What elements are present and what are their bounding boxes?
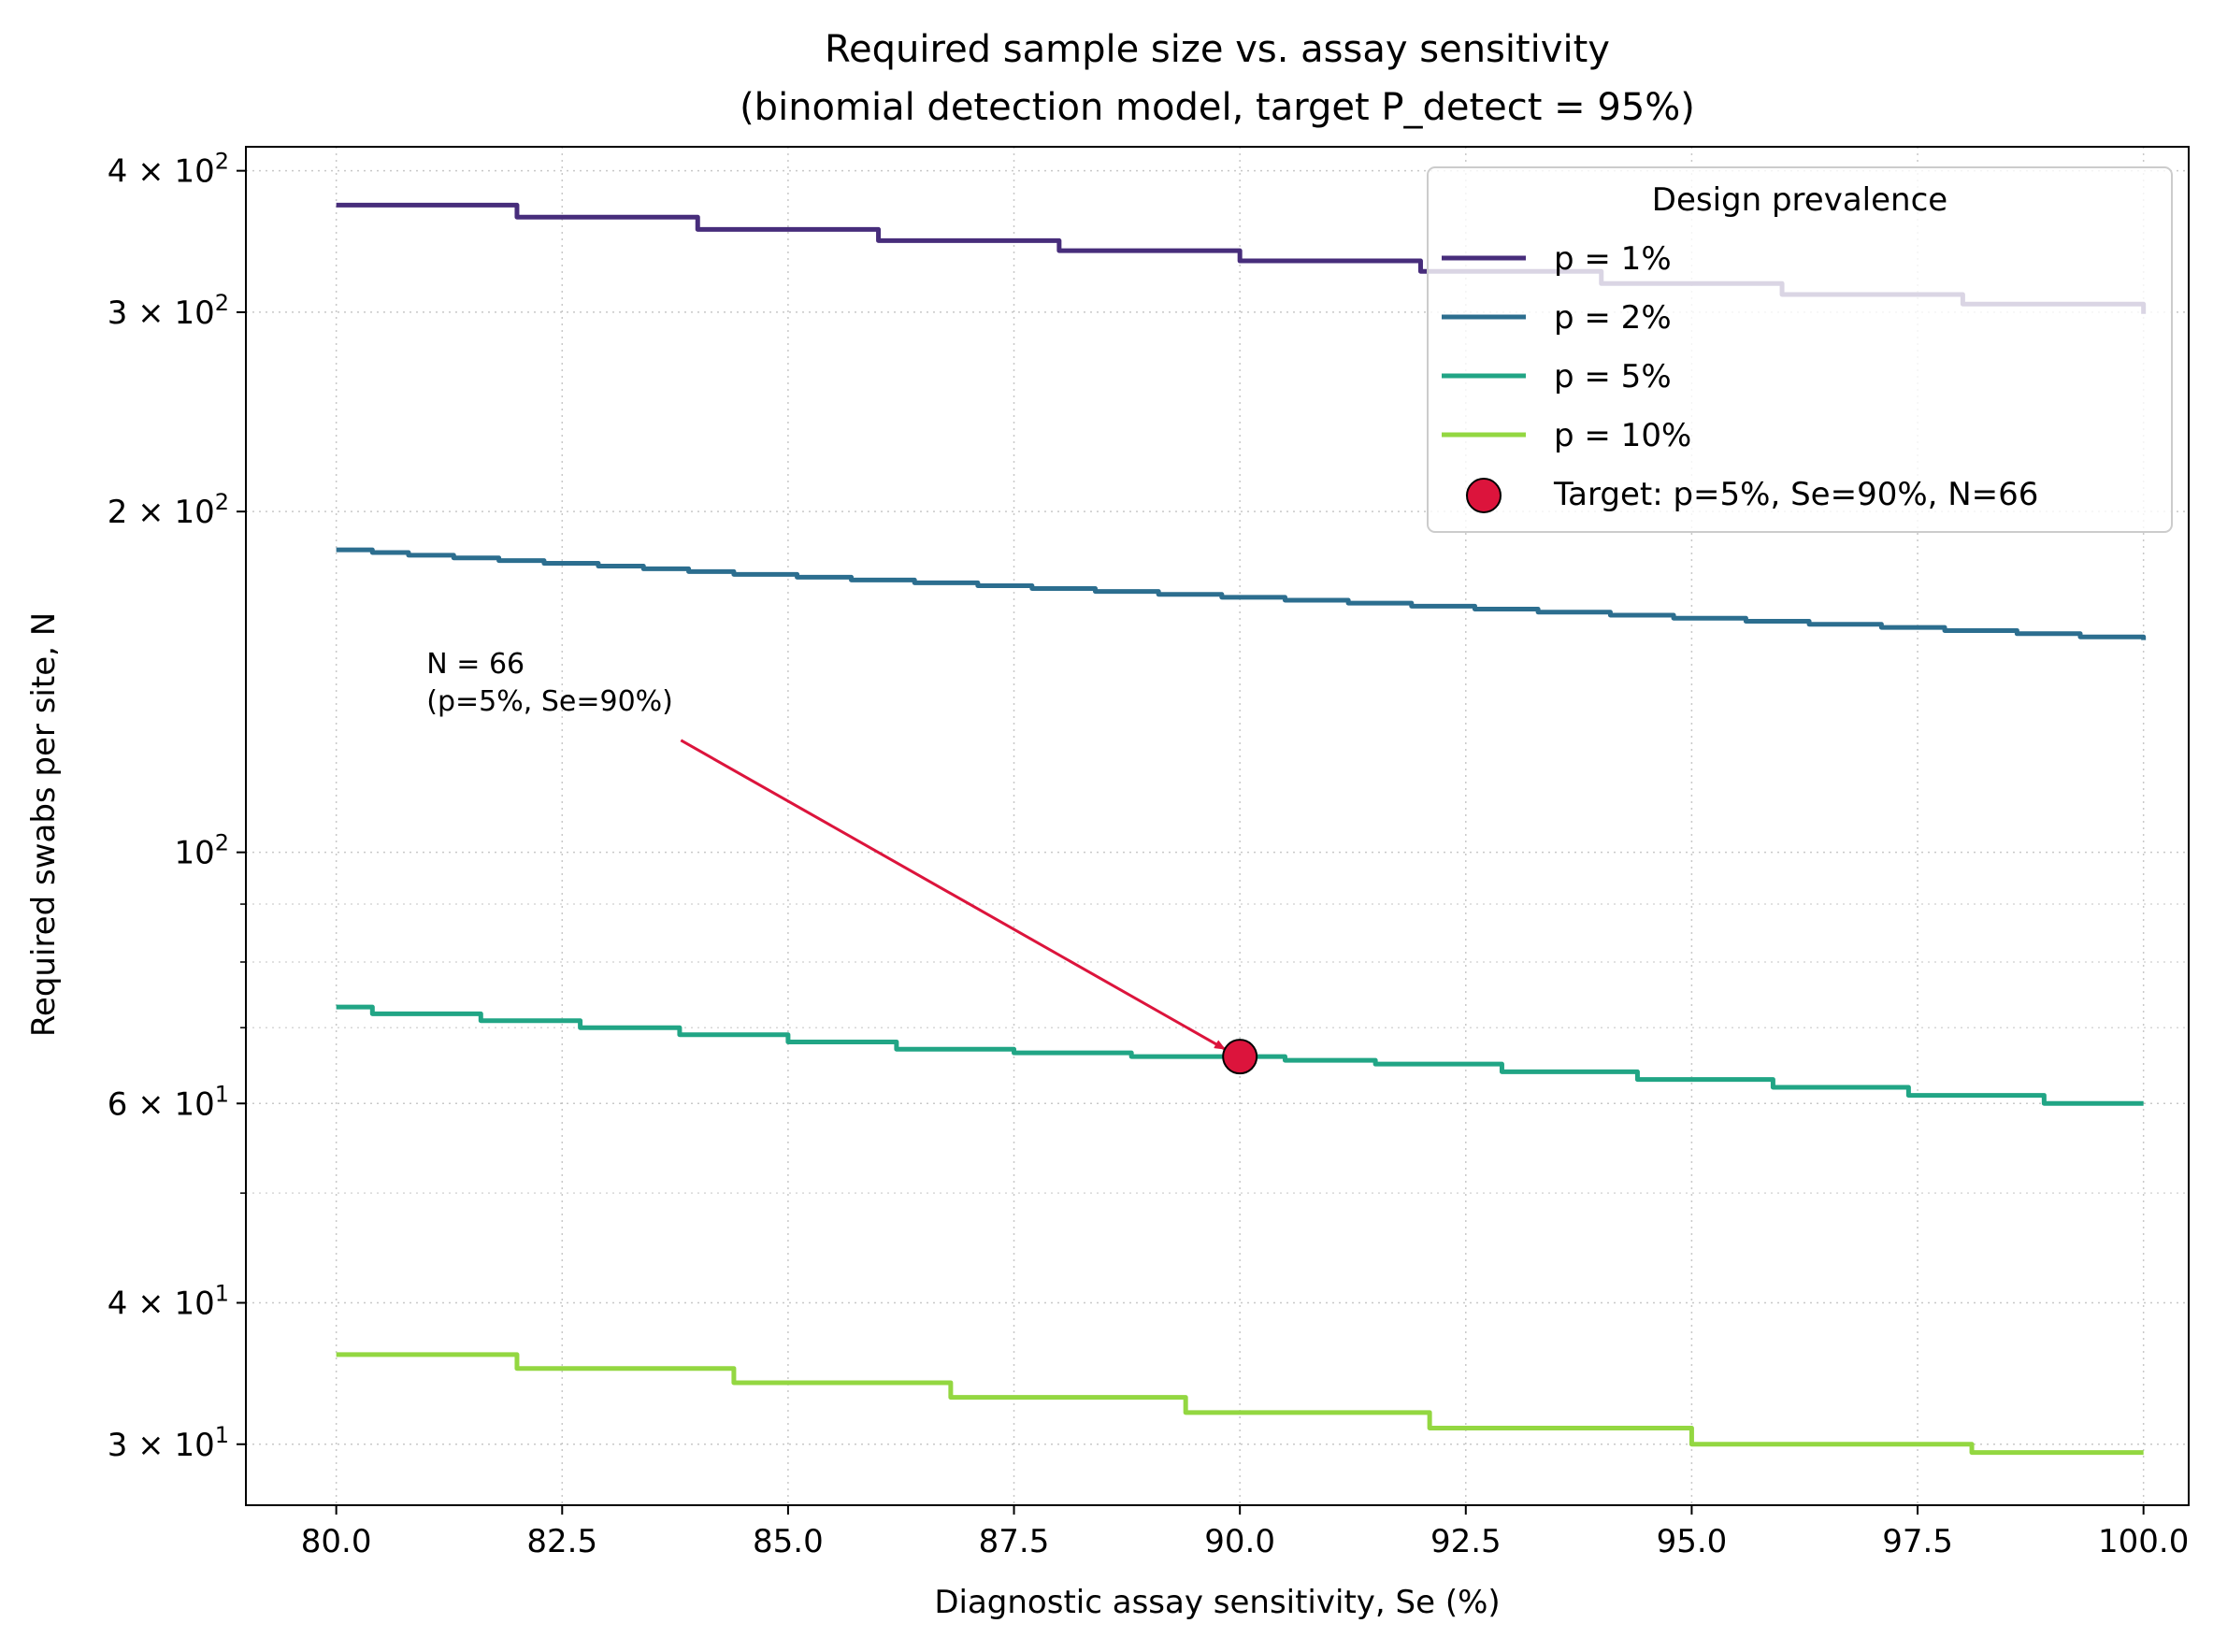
plot-frame	[245, 146, 2190, 1506]
series-line	[336, 547, 2147, 640]
legend-title: Design prevalence	[1652, 181, 1947, 219]
x-tick-label: 80.0	[301, 1523, 372, 1560]
y-axis-label: Required swabs per site, N	[25, 612, 63, 1037]
x-tick-label: 92.5	[1430, 1523, 1502, 1560]
y-tick-label: 4 × 101	[108, 1280, 229, 1322]
x-tick-label: 97.5	[1882, 1523, 1953, 1560]
legend-label: p = 10%	[1554, 417, 1691, 454]
x-tick-label: 82.5	[526, 1523, 597, 1560]
y-tick-label: 3 × 102	[108, 290, 229, 332]
annotation-group: N = 66 (p=5%, Se=90%)	[426, 648, 1227, 1051]
annotation-arrow	[680, 739, 1227, 1051]
legend-target-label: Target: p=5%, Se=90%, N=66	[1553, 476, 2038, 513]
chart-title: Required sample size vs. assay sensitivi…	[825, 28, 1610, 71]
x-tick-label: 100.0	[2098, 1523, 2189, 1560]
y-tick-label: 6 × 101	[108, 1081, 229, 1123]
legend-label: p = 2%	[1554, 299, 1672, 337]
legend-label: p = 1%	[1554, 240, 1672, 278]
y-tick-label: 3 × 101	[108, 1422, 229, 1464]
axes	[245, 146, 2190, 1506]
legend: Design prevalence p = 1%p = 2%p = 5%p = …	[1427, 166, 2173, 533]
annotation-text-line1: N = 66	[426, 648, 525, 681]
annotation-text-line2: (p=5%, Se=90%)	[426, 685, 673, 718]
x-tick-label: 85.0	[753, 1523, 824, 1560]
y-tick-label: 2 × 102	[108, 489, 229, 531]
chart-subtitle: (binomial detection model, target P_dete…	[740, 86, 1695, 129]
legend-box	[1427, 166, 2173, 533]
x-tick-label: 90.0	[1204, 1523, 1275, 1560]
y-tick-label: 102	[174, 830, 229, 872]
target-point	[1222, 1039, 1258, 1075]
legend-target-marker	[1466, 478, 1502, 513]
legend-entries: p = 1% p = 2% p = 5% p = 10%	[1442, 240, 1691, 454]
tick-group: 80.0 82.5 85.0 87.5 90.0 92.5 95.0 97.5 100.0 3 ×…	[108, 149, 2190, 1560]
y-tick-label: 4 × 102	[108, 149, 229, 191]
x-tick-label: 87.5	[979, 1523, 1050, 1560]
x-axis-label: Diagnostic assay sensitivity, Se (%)	[934, 1584, 1500, 1621]
legend-label: p = 5%	[1554, 358, 1672, 395]
series-line	[336, 1004, 2144, 1106]
series-line	[336, 1352, 2144, 1456]
x-tick-label: 95.0	[1657, 1523, 1728, 1560]
target-group	[1222, 1039, 1258, 1075]
